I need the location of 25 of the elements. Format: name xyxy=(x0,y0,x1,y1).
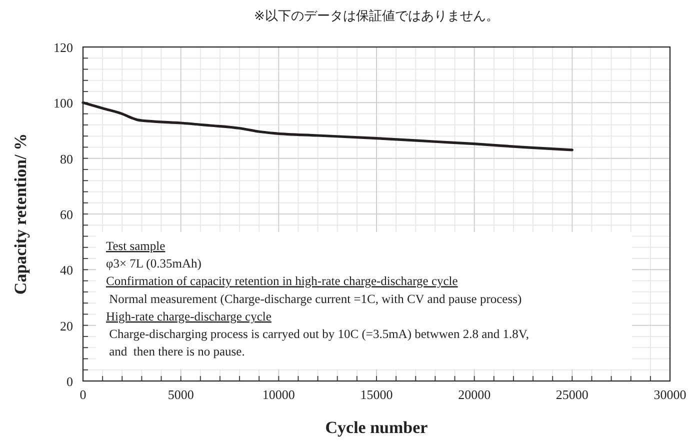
chart-title: ※以下のデータは保証値ではありません。 xyxy=(254,9,499,24)
y-tick-label: 20 xyxy=(60,318,73,334)
annotation: φ3× 7L (0.35mAh) xyxy=(106,256,202,271)
annotation: and then there is no pause. xyxy=(106,344,245,359)
y-axis-title: Capacity retention/ % xyxy=(11,133,30,295)
annotation: Confirmation of capacity retention in high-rate charge-discharge cycle xyxy=(106,274,458,288)
x-tick-label: 10000 xyxy=(262,387,295,402)
y-tick-label: 80 xyxy=(60,151,73,166)
x-axis-title: Cycle number xyxy=(325,418,428,437)
annotation: Normal measurement (Charge-discharge current =1C, with CV and pause process) xyxy=(106,292,522,306)
x-tick-label: 5000 xyxy=(168,387,194,402)
x-tick-label: 30000 xyxy=(654,387,686,402)
annotation: Test sample xyxy=(106,239,166,253)
annotation: High-rate charge-discharge cycle xyxy=(106,309,272,324)
y-tick-label: 100 xyxy=(54,96,73,111)
x-tick-label: 0 xyxy=(80,387,86,402)
x-tick-label: 20000 xyxy=(458,387,491,402)
x-tick-label: 15000 xyxy=(360,387,393,402)
y-tick-label: 0 xyxy=(66,374,73,389)
y-tick-label: 40 xyxy=(60,262,73,278)
line-series xyxy=(82,101,574,152)
y-tick-label: 60 xyxy=(60,207,73,222)
y-tick-label: 120 xyxy=(54,40,73,55)
x-tick-label: 25000 xyxy=(556,387,588,402)
annotation: Charge-discharging process is carryed out by 10C (=3.5mA) betwwen 2.8 and 1.8V, xyxy=(106,327,529,341)
